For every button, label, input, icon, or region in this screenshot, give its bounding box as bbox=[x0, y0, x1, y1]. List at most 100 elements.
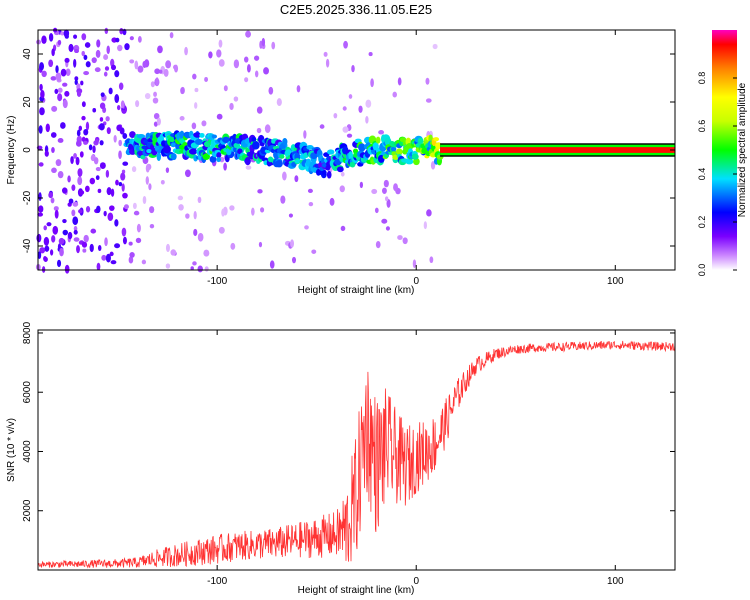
spectrogram-noise-cell bbox=[77, 176, 83, 186]
spectrogram-noise-cell bbox=[308, 201, 314, 207]
spectrogram-ridge-cell bbox=[237, 148, 243, 155]
spectrogram-noise-cell bbox=[83, 128, 89, 136]
spectrogram-noise-cell bbox=[114, 219, 119, 227]
spectrogram-noise-cell bbox=[218, 226, 225, 234]
spectrogram-noise-cell bbox=[397, 235, 403, 240]
spectrogram-noise-cell bbox=[53, 206, 59, 211]
spectrogram-noise-cell bbox=[75, 156, 80, 166]
spectrogram-noise-cell bbox=[51, 48, 55, 57]
spectrogram-noise-cell bbox=[96, 39, 101, 48]
spectrogram-ridge-cell bbox=[193, 132, 202, 138]
spectrogram-noise-cell bbox=[48, 192, 54, 199]
colorbar-label: Normalized spectral amplitude bbox=[737, 82, 748, 217]
spectrogram-xtick-label: 0 bbox=[413, 276, 419, 287]
spectrogram-ridge-cell bbox=[435, 142, 442, 150]
spectrogram-noise-cell bbox=[258, 241, 263, 248]
spectrogram-noise-cell bbox=[144, 93, 151, 100]
spectrogram-noise-cell bbox=[88, 144, 93, 151]
spectrogram-noise-cell bbox=[73, 34, 78, 39]
spectrogram-ylabel: Frequency (Hz) bbox=[6, 116, 17, 185]
spectrogram-ridge-cell bbox=[169, 137, 175, 143]
spectrogram-noise-cell bbox=[294, 175, 299, 183]
spectrogram-noise-cell bbox=[343, 40, 348, 49]
spectrogram-noise-cell bbox=[342, 106, 347, 111]
snr-xtick-label: -100 bbox=[207, 576, 227, 587]
spectrogram-noise-cell bbox=[221, 208, 225, 217]
spectrogram-noise-cell bbox=[103, 71, 108, 77]
spectrogram-noise-cell bbox=[51, 167, 57, 174]
spectrogram-noise-cell bbox=[122, 192, 128, 199]
spectrogram-noise-cell bbox=[48, 33, 54, 42]
spectrogram-noise-cell bbox=[426, 209, 432, 217]
spectrogram-noise-cell bbox=[81, 33, 87, 41]
spectrogram-noise-cell bbox=[91, 57, 97, 64]
spectrogram-noise-cell bbox=[60, 68, 67, 77]
spectrogram-noise-cell bbox=[288, 213, 293, 218]
spectrogram-ridge-cell bbox=[405, 158, 414, 165]
spectrogram-ridge-cell bbox=[216, 157, 221, 163]
spectrogram-noise-cell bbox=[197, 265, 203, 273]
spectrogram-noise-cell bbox=[160, 180, 165, 185]
spectrogram-noise-cell bbox=[117, 44, 123, 52]
spectrogram-noise-cell bbox=[65, 68, 71, 76]
snr-xlabel: Height of straight line (km) bbox=[298, 585, 415, 596]
spectrogram-noise-cell bbox=[58, 237, 65, 245]
spectrogram-noise-cell bbox=[282, 171, 287, 181]
spectrogram-noise-cell bbox=[244, 56, 249, 63]
spectrogram-noise-cell bbox=[290, 239, 295, 248]
spectrogram-noise-cell bbox=[246, 64, 251, 73]
spectrogram-noise-cell bbox=[230, 242, 236, 250]
spectrogram-noise-cell bbox=[120, 100, 125, 109]
spectrogram-noise-cell bbox=[218, 59, 225, 67]
spectrogram-noise-cell bbox=[68, 43, 74, 53]
spectrogram-noise-cell bbox=[55, 72, 62, 82]
spectrogram-noise-cell bbox=[177, 195, 184, 201]
spectrogram-noise-cell bbox=[83, 140, 88, 145]
spectrogram-noise-cell bbox=[156, 117, 161, 126]
snr-ytick-label: 6000 bbox=[22, 381, 33, 404]
spectrogram-noise-cell bbox=[95, 49, 101, 58]
spectrogram-noise-cell bbox=[233, 96, 239, 102]
spectrogram-noise-cell bbox=[104, 27, 109, 34]
spectrogram-noise-cell bbox=[190, 266, 194, 271]
spectrogram-noise-cell bbox=[179, 116, 185, 121]
spectrogram-noise-cell bbox=[113, 134, 117, 143]
spectrogram-noise-cell bbox=[397, 77, 402, 86]
spectrogram-noise-cell bbox=[43, 255, 47, 262]
spectrogram-ridge-cell bbox=[321, 170, 327, 176]
spectrogram-noise-cell bbox=[131, 166, 137, 173]
spectrogram-noise-cell bbox=[115, 37, 120, 43]
spectrogram-noise-cell bbox=[52, 225, 59, 235]
spectrogram-noise-cell bbox=[64, 57, 70, 63]
spectrogram-noise-cell bbox=[67, 231, 73, 240]
spectrogram-noise-cell bbox=[57, 138, 64, 143]
spectrogram-noise-cell bbox=[263, 67, 269, 75]
spectrogram-noise-cell bbox=[122, 161, 129, 166]
spectrogram-ridge-cell bbox=[199, 132, 205, 138]
spectrogram-noise-cell bbox=[64, 264, 70, 274]
spectrogram-noise-cell bbox=[157, 45, 163, 54]
spectrogram-noise-cell bbox=[169, 32, 174, 39]
spectrogram-noise-cell bbox=[78, 190, 85, 195]
spectrogram-noise-cell bbox=[149, 206, 155, 214]
spectrogram-noise-cell bbox=[303, 130, 307, 139]
spectrogram-noise-cell bbox=[99, 102, 106, 110]
spectrogram-noise-cell bbox=[62, 82, 68, 87]
spectrogram-noise-cell bbox=[145, 176, 149, 185]
spectrogram-noise-cell bbox=[85, 121, 90, 131]
spectrogram-noise-cell bbox=[78, 209, 83, 214]
spectrogram-noise-cell bbox=[149, 223, 155, 229]
spectrogram-noise-cell bbox=[96, 205, 101, 214]
spectrogram-noise-cell bbox=[256, 127, 262, 134]
spectrogram-noise-cell bbox=[381, 218, 388, 224]
snr-ytick-label: 2000 bbox=[22, 499, 33, 522]
spectrogram-noise-cell bbox=[122, 133, 128, 139]
spectrogram-noise-cell bbox=[128, 256, 134, 264]
spectrogram-noise-cell bbox=[340, 225, 346, 232]
snr-marks bbox=[37, 340, 676, 569]
spectrogram-noise-cell bbox=[44, 245, 50, 252]
spectrogram-noise-cell bbox=[72, 216, 79, 226]
spectrogram-ridge-cell bbox=[136, 133, 146, 139]
spectrogram-noise-cell bbox=[38, 125, 43, 134]
snr-series-line bbox=[37, 340, 676, 569]
